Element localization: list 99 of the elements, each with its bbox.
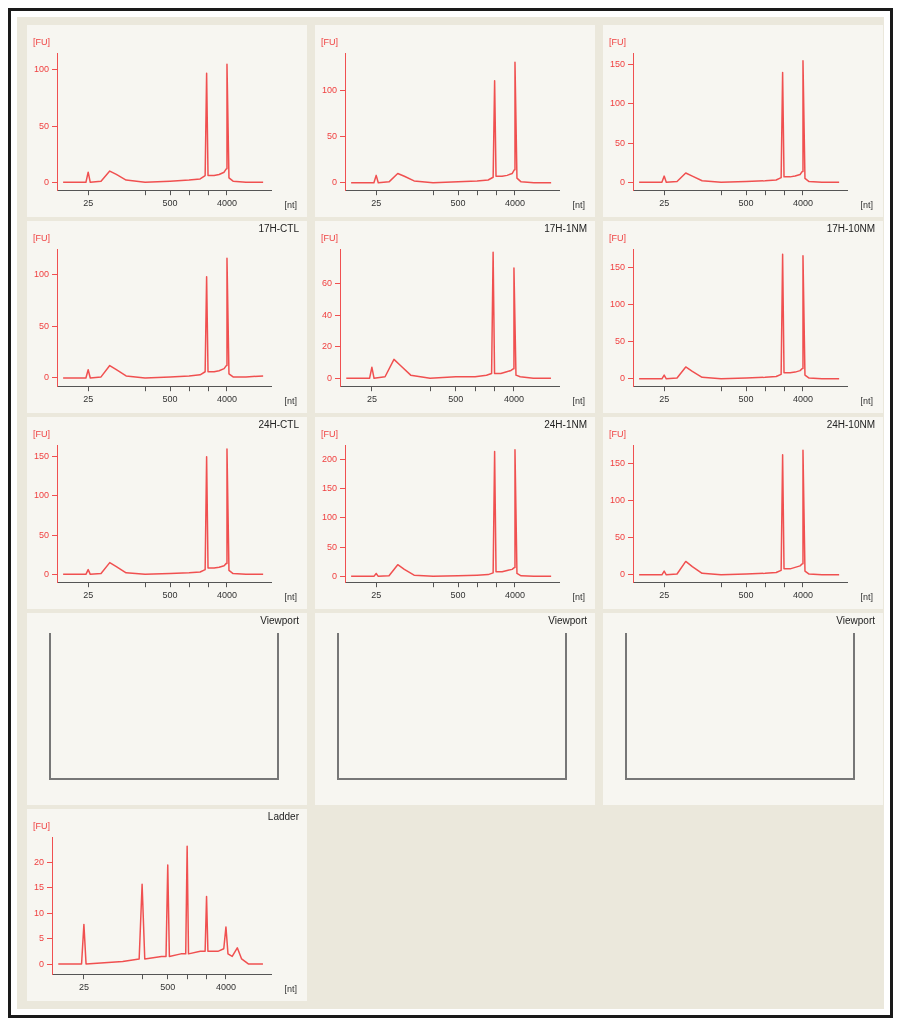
y-tick-label: 100 (321, 84, 338, 95)
chart-title: 24H-CTL (258, 419, 299, 430)
chart-title: 17H-CTL (258, 223, 299, 234)
x-tick-label: 25 (371, 590, 382, 601)
y-tick-label: 0 (39, 958, 45, 969)
chart-title: Ladder (267, 811, 299, 822)
x-tick-label: 500 (450, 198, 466, 209)
y-tick-label: 0 (44, 568, 50, 579)
x-tick-label: 500 (160, 982, 176, 993)
text: Viewport (260, 615, 299, 626)
y-tick-label: 0 (620, 176, 626, 187)
x-axis-title: [nt] (284, 396, 297, 406)
chart-title: 17H-1NM (544, 223, 587, 234)
y-tick-label: 50 (615, 336, 626, 347)
x-tick-label: 4000 (216, 590, 237, 601)
x-tick-label: 500 (162, 590, 178, 601)
x-tick-label: 25 (83, 198, 94, 209)
y-tick-label: 50 (615, 532, 626, 543)
y-tick-label: 100 (609, 299, 626, 310)
x-tick-label: 25 (659, 198, 670, 209)
y-tick-label: 150 (609, 59, 626, 70)
y-tick-label: 50 (327, 541, 338, 552)
y-tick-label: 60 (322, 278, 333, 289)
y-tick-label: 20 (322, 341, 333, 352)
text: Viewport (836, 615, 875, 626)
y-axis-title: [FU] (33, 37, 50, 47)
y-tick-label: 15 (34, 882, 45, 893)
x-tick-label: 25 (83, 394, 94, 405)
x-tick-label: 500 (450, 590, 466, 601)
chart-title: 24H-10NM (826, 419, 875, 430)
y-tick-label: 150 (33, 451, 50, 462)
y-tick-label: 50 (615, 137, 626, 148)
y-tick-label: 0 (332, 570, 338, 581)
x-axis-title: [nt] (860, 396, 873, 406)
x-axis-title: [nt] (860, 592, 873, 602)
y-axis-title: [FU] (321, 233, 338, 243)
y-tick-label: 50 (39, 320, 50, 331)
y-tick-label: 50 (327, 130, 338, 141)
y-tick-label: 0 (327, 372, 333, 383)
x-tick-label: 4000 (792, 590, 813, 601)
y-tick-label: 100 (33, 64, 50, 75)
x-tick-label: 4000 (504, 590, 525, 601)
y-axis-title: [FU] (609, 233, 626, 243)
y-axis-title: [FU] (321, 37, 338, 47)
y-axis-title: [FU] (33, 233, 50, 243)
y-tick-label: 100 (609, 495, 626, 506)
x-tick-label: 500 (738, 394, 754, 405)
x-tick-label: 4000 (792, 198, 813, 209)
y-tick-label: 100 (321, 512, 338, 523)
chart-title: 17H-10NM (826, 223, 875, 234)
x-tick-label: 25 (366, 394, 377, 405)
y-tick-label: 10 (34, 907, 45, 918)
x-tick-label: 25 (78, 982, 89, 993)
y-tick-label: 200 (321, 454, 338, 465)
x-axis-title: [nt] (284, 984, 297, 994)
y-tick-label: 5 (39, 933, 45, 944)
x-tick-label: 4000 (216, 394, 237, 405)
x-tick-label: 4000 (792, 394, 813, 405)
x-tick-label: 4000 (216, 198, 237, 209)
y-tick-label: 150 (609, 262, 626, 273)
x-tick-label: 500 (448, 394, 464, 405)
x-tick-label: 25 (83, 590, 94, 601)
x-tick-label: 500 (162, 394, 178, 405)
y-tick-label: 50 (39, 529, 50, 540)
y-tick-label: 0 (332, 177, 338, 188)
y-tick-label: 100 (609, 98, 626, 109)
x-tick-label: 25 (659, 394, 670, 405)
x-tick-label: 4000 (504, 198, 525, 209)
y-axis-title: [FU] (321, 429, 338, 439)
x-axis-title: [nt] (284, 592, 297, 602)
y-tick-label: 0 (44, 176, 50, 187)
y-tick-label: 100 (33, 490, 50, 501)
y-tick-label: 150 (321, 483, 338, 494)
y-axis-title: [FU] (609, 37, 626, 47)
x-tick-label: 4000 (503, 394, 524, 405)
y-tick-label: 50 (39, 120, 50, 131)
y-tick-label: 100 (33, 269, 50, 280)
y-axis-title: [FU] (33, 821, 50, 831)
y-tick-label: 40 (322, 309, 333, 320)
x-axis-title: [nt] (572, 592, 585, 602)
x-axis-title: [nt] (572, 200, 585, 210)
y-tick-label: 20 (34, 856, 45, 867)
x-tick-label: 4000 (215, 982, 236, 993)
x-axis-title: [nt] (860, 200, 873, 210)
y-axis-title: [FU] (33, 429, 50, 439)
text: Viewport (548, 615, 587, 626)
x-axis-title: [nt] (572, 396, 585, 406)
x-axis-title: [nt] (284, 200, 297, 210)
y-axis-title: [FU] (609, 429, 626, 439)
chart-title: 24H-1NM (544, 419, 587, 430)
y-tick-label: 0 (620, 373, 626, 384)
y-tick-label: 150 (609, 458, 626, 469)
x-tick-label: 500 (738, 590, 754, 601)
y-tick-label: 0 (44, 372, 50, 383)
x-tick-label: 25 (659, 590, 670, 601)
x-tick-label: 500 (162, 198, 178, 209)
x-tick-label: 500 (738, 198, 754, 209)
y-tick-label: 0 (620, 569, 626, 580)
x-tick-label: 25 (371, 198, 382, 209)
